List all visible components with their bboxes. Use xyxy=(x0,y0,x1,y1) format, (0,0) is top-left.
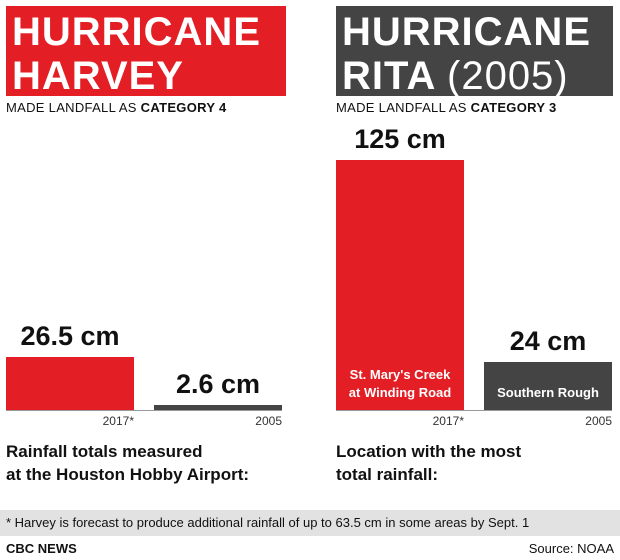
rita-category-label-1: 2005 xyxy=(585,414,612,428)
harvey-category-label-0: 2017* xyxy=(102,414,134,428)
rita-caption-line1: Location with the most xyxy=(336,442,522,461)
rita-title-line2: RITA (2005) xyxy=(342,54,613,98)
footnote: * Harvey is forecast to produce addition… xyxy=(0,510,620,536)
harvey-value-label-0: 26.5 cm xyxy=(20,321,120,351)
harvey-caption: Rainfall totals measured at the Houston … xyxy=(6,440,249,486)
rita-bar-label-0: St. Mary's Creek at Winding Road xyxy=(348,367,452,400)
harvey-caption-line1: Rainfall totals measured xyxy=(6,442,203,461)
rita-bar-label-1: Southern Rough xyxy=(497,385,599,400)
rita-subtitle: MADE LANDFALL AS CATEGORY 3 xyxy=(336,100,557,115)
harvey-subtitle-prefix: MADE LANDFALL AS xyxy=(6,100,141,115)
rita-caption: Location with the most total rainfall: xyxy=(336,440,521,486)
harvey-bar-0 xyxy=(6,357,134,410)
rita-value-label-1: 24 cm xyxy=(509,326,587,356)
source: Source: NOAA xyxy=(528,541,614,556)
harvey-subtitle: MADE LANDFALL AS CATEGORY 4 xyxy=(6,100,227,115)
harvey-caption-line2: at the Houston Hobby Airport: xyxy=(6,465,250,484)
harvey-bar-1 xyxy=(154,405,282,410)
harvey-title-line1: HURRICANE xyxy=(12,10,261,54)
harvey-baseline xyxy=(6,410,282,411)
harvey-value-label-1: 2.6 cm xyxy=(175,369,261,399)
harvey-title-name: HARVEY xyxy=(12,54,184,98)
rita-subtitle-prefix: MADE LANDFALL AS xyxy=(336,100,471,115)
rita-value-label-0: 125 cm xyxy=(354,124,446,154)
harvey-category-label-1: 2005 xyxy=(255,414,282,428)
harvey-title-line2: HARVEY (2017) xyxy=(12,54,286,142)
harvey-title-box: HURRICANE HARVEY (2017) xyxy=(6,6,286,142)
rita-baseline xyxy=(336,410,612,411)
harvey-subtitle-category: CATEGORY 4 xyxy=(140,100,227,115)
rita-caption-line2: total rainfall: xyxy=(336,465,439,484)
rita-bar-0 xyxy=(336,160,464,410)
harvey-title-year: (2017) xyxy=(12,98,134,142)
rita-category-label-0: 2017* xyxy=(432,414,464,428)
rita-subtitle-category: CATEGORY 3 xyxy=(470,100,557,115)
credit: CBC NEWS xyxy=(6,541,77,556)
rita-bar-1 xyxy=(484,362,612,410)
rita-title-box: HURRICANE RITA (2005) xyxy=(336,6,613,98)
rita-title-year: (2005) xyxy=(447,54,569,98)
rita-title-name: RITA xyxy=(342,54,435,98)
rita-title-line1: HURRICANE xyxy=(342,10,591,54)
